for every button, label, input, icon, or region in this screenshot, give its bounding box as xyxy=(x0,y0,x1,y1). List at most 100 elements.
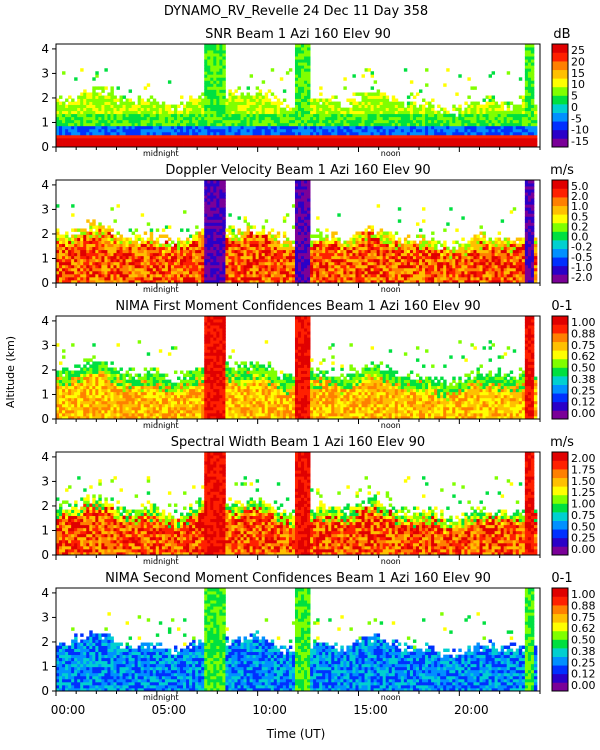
heatmap-cell xyxy=(482,98,486,102)
heatmap-cell xyxy=(358,125,362,130)
heatmap-cell xyxy=(400,116,405,121)
heatmap-cell xyxy=(322,267,326,272)
heatmap-cell xyxy=(301,122,305,127)
heatmap-cell xyxy=(119,264,123,269)
heatmap-cell xyxy=(400,122,405,127)
heatmap-cell xyxy=(107,261,111,266)
heatmap-cell xyxy=(222,128,226,133)
heatmap-cell xyxy=(56,128,60,133)
heatmap-cell xyxy=(59,107,63,112)
heatmap-cell xyxy=(255,122,260,127)
heatmap-cell xyxy=(316,104,320,109)
heatmap-cell xyxy=(170,134,175,139)
heatmap-cell xyxy=(164,243,169,248)
heatmap-cell xyxy=(249,116,254,121)
heatmap-cell xyxy=(276,276,281,281)
heatmap-cell xyxy=(210,267,214,272)
panel-title: SNR Beam 1 Azi 160 Elev 90 xyxy=(205,27,391,42)
heatmap-cell xyxy=(325,125,329,130)
heatmap-cell xyxy=(155,252,160,257)
heatmap-cell xyxy=(406,128,411,133)
heatmap-cell xyxy=(249,98,254,102)
heatmap-cell xyxy=(74,107,78,112)
heatmap-cell xyxy=(225,122,229,127)
heatmap-cell xyxy=(382,276,387,281)
heatmap-cell xyxy=(388,116,393,121)
heatmap-cell xyxy=(243,246,247,251)
heatmap-cell xyxy=(101,128,105,133)
heatmap-cell xyxy=(473,137,477,142)
heatmap-cell xyxy=(298,276,302,281)
heatmap-cell xyxy=(83,140,87,145)
heatmap-cell xyxy=(104,128,108,133)
heatmap-cell xyxy=(322,113,326,118)
heatmap-cell xyxy=(298,110,302,115)
heatmap-cell xyxy=(385,125,390,130)
heatmap-cell xyxy=(237,86,241,90)
heatmap-cell xyxy=(261,107,266,112)
heatmap-cell xyxy=(279,110,284,115)
heatmap-cell xyxy=(249,237,254,241)
heatmap-cell xyxy=(530,143,535,148)
heatmap-cell xyxy=(122,137,126,142)
heatmap-cell xyxy=(298,267,302,272)
heatmap-cell xyxy=(192,255,196,260)
heatmap-cell xyxy=(385,116,390,121)
heatmap-cell xyxy=(530,77,535,81)
heatmap-cell xyxy=(255,273,260,278)
heatmap-cell xyxy=(104,237,108,241)
heatmap-cell xyxy=(273,267,278,272)
heatmap-cell xyxy=(210,140,214,145)
heatmap-cell xyxy=(65,98,69,102)
heatmap-cell xyxy=(527,125,532,130)
heatmap-cell xyxy=(258,270,263,275)
heatmap-cell xyxy=(446,68,450,72)
heatmap-cell xyxy=(298,98,302,102)
noon-label: noon xyxy=(381,149,401,158)
heatmap-cell xyxy=(391,137,396,142)
heatmap-cell xyxy=(107,125,111,130)
heatmap-cell xyxy=(65,125,69,130)
heatmap-cell xyxy=(210,59,214,63)
heatmap-cell xyxy=(252,276,257,281)
heatmap-cell xyxy=(461,125,465,130)
heatmap-cell xyxy=(195,261,199,266)
heatmap-cell xyxy=(334,137,338,142)
heatmap-cell xyxy=(164,258,169,263)
heatmap-cell xyxy=(101,270,105,275)
heatmap-cell xyxy=(334,267,338,272)
heatmap-cell xyxy=(334,110,338,115)
heatmap-cell xyxy=(409,134,414,139)
heatmap-cell xyxy=(68,137,72,142)
heatmap-cell xyxy=(527,122,532,127)
heatmap-cell xyxy=(80,264,84,269)
heatmap-cell xyxy=(382,240,387,245)
heatmap-cell xyxy=(122,273,126,278)
heatmap-cell xyxy=(370,143,375,148)
heatmap-cell xyxy=(71,101,75,105)
heatmap-cell xyxy=(258,125,263,130)
heatmap-cell xyxy=(110,89,114,93)
heatmap-cell xyxy=(340,122,344,127)
heatmap-cell xyxy=(521,140,526,145)
heatmap-cell xyxy=(71,122,75,127)
heatmap-cell xyxy=(210,74,214,78)
heatmap-cell xyxy=(307,231,311,235)
heatmap-cell xyxy=(56,228,60,232)
heatmap-cell xyxy=(131,110,136,115)
heatmap-cell xyxy=(213,104,217,109)
heatmap-cell xyxy=(83,110,87,115)
heatmap-cell xyxy=(237,113,241,118)
heatmap-cell xyxy=(83,249,87,254)
heatmap-cell xyxy=(146,222,151,226)
heatmap-cell xyxy=(273,261,278,266)
heatmap-cell xyxy=(222,89,226,93)
heatmap-cell xyxy=(65,276,69,281)
heatmap-cell xyxy=(195,249,199,254)
heatmap-cell xyxy=(228,246,232,251)
heatmap-cell xyxy=(343,86,347,90)
heatmap-cell xyxy=(173,249,178,254)
heatmap-cell xyxy=(506,110,511,115)
heatmap-cell xyxy=(376,249,381,254)
heatmap-cell xyxy=(527,134,532,139)
